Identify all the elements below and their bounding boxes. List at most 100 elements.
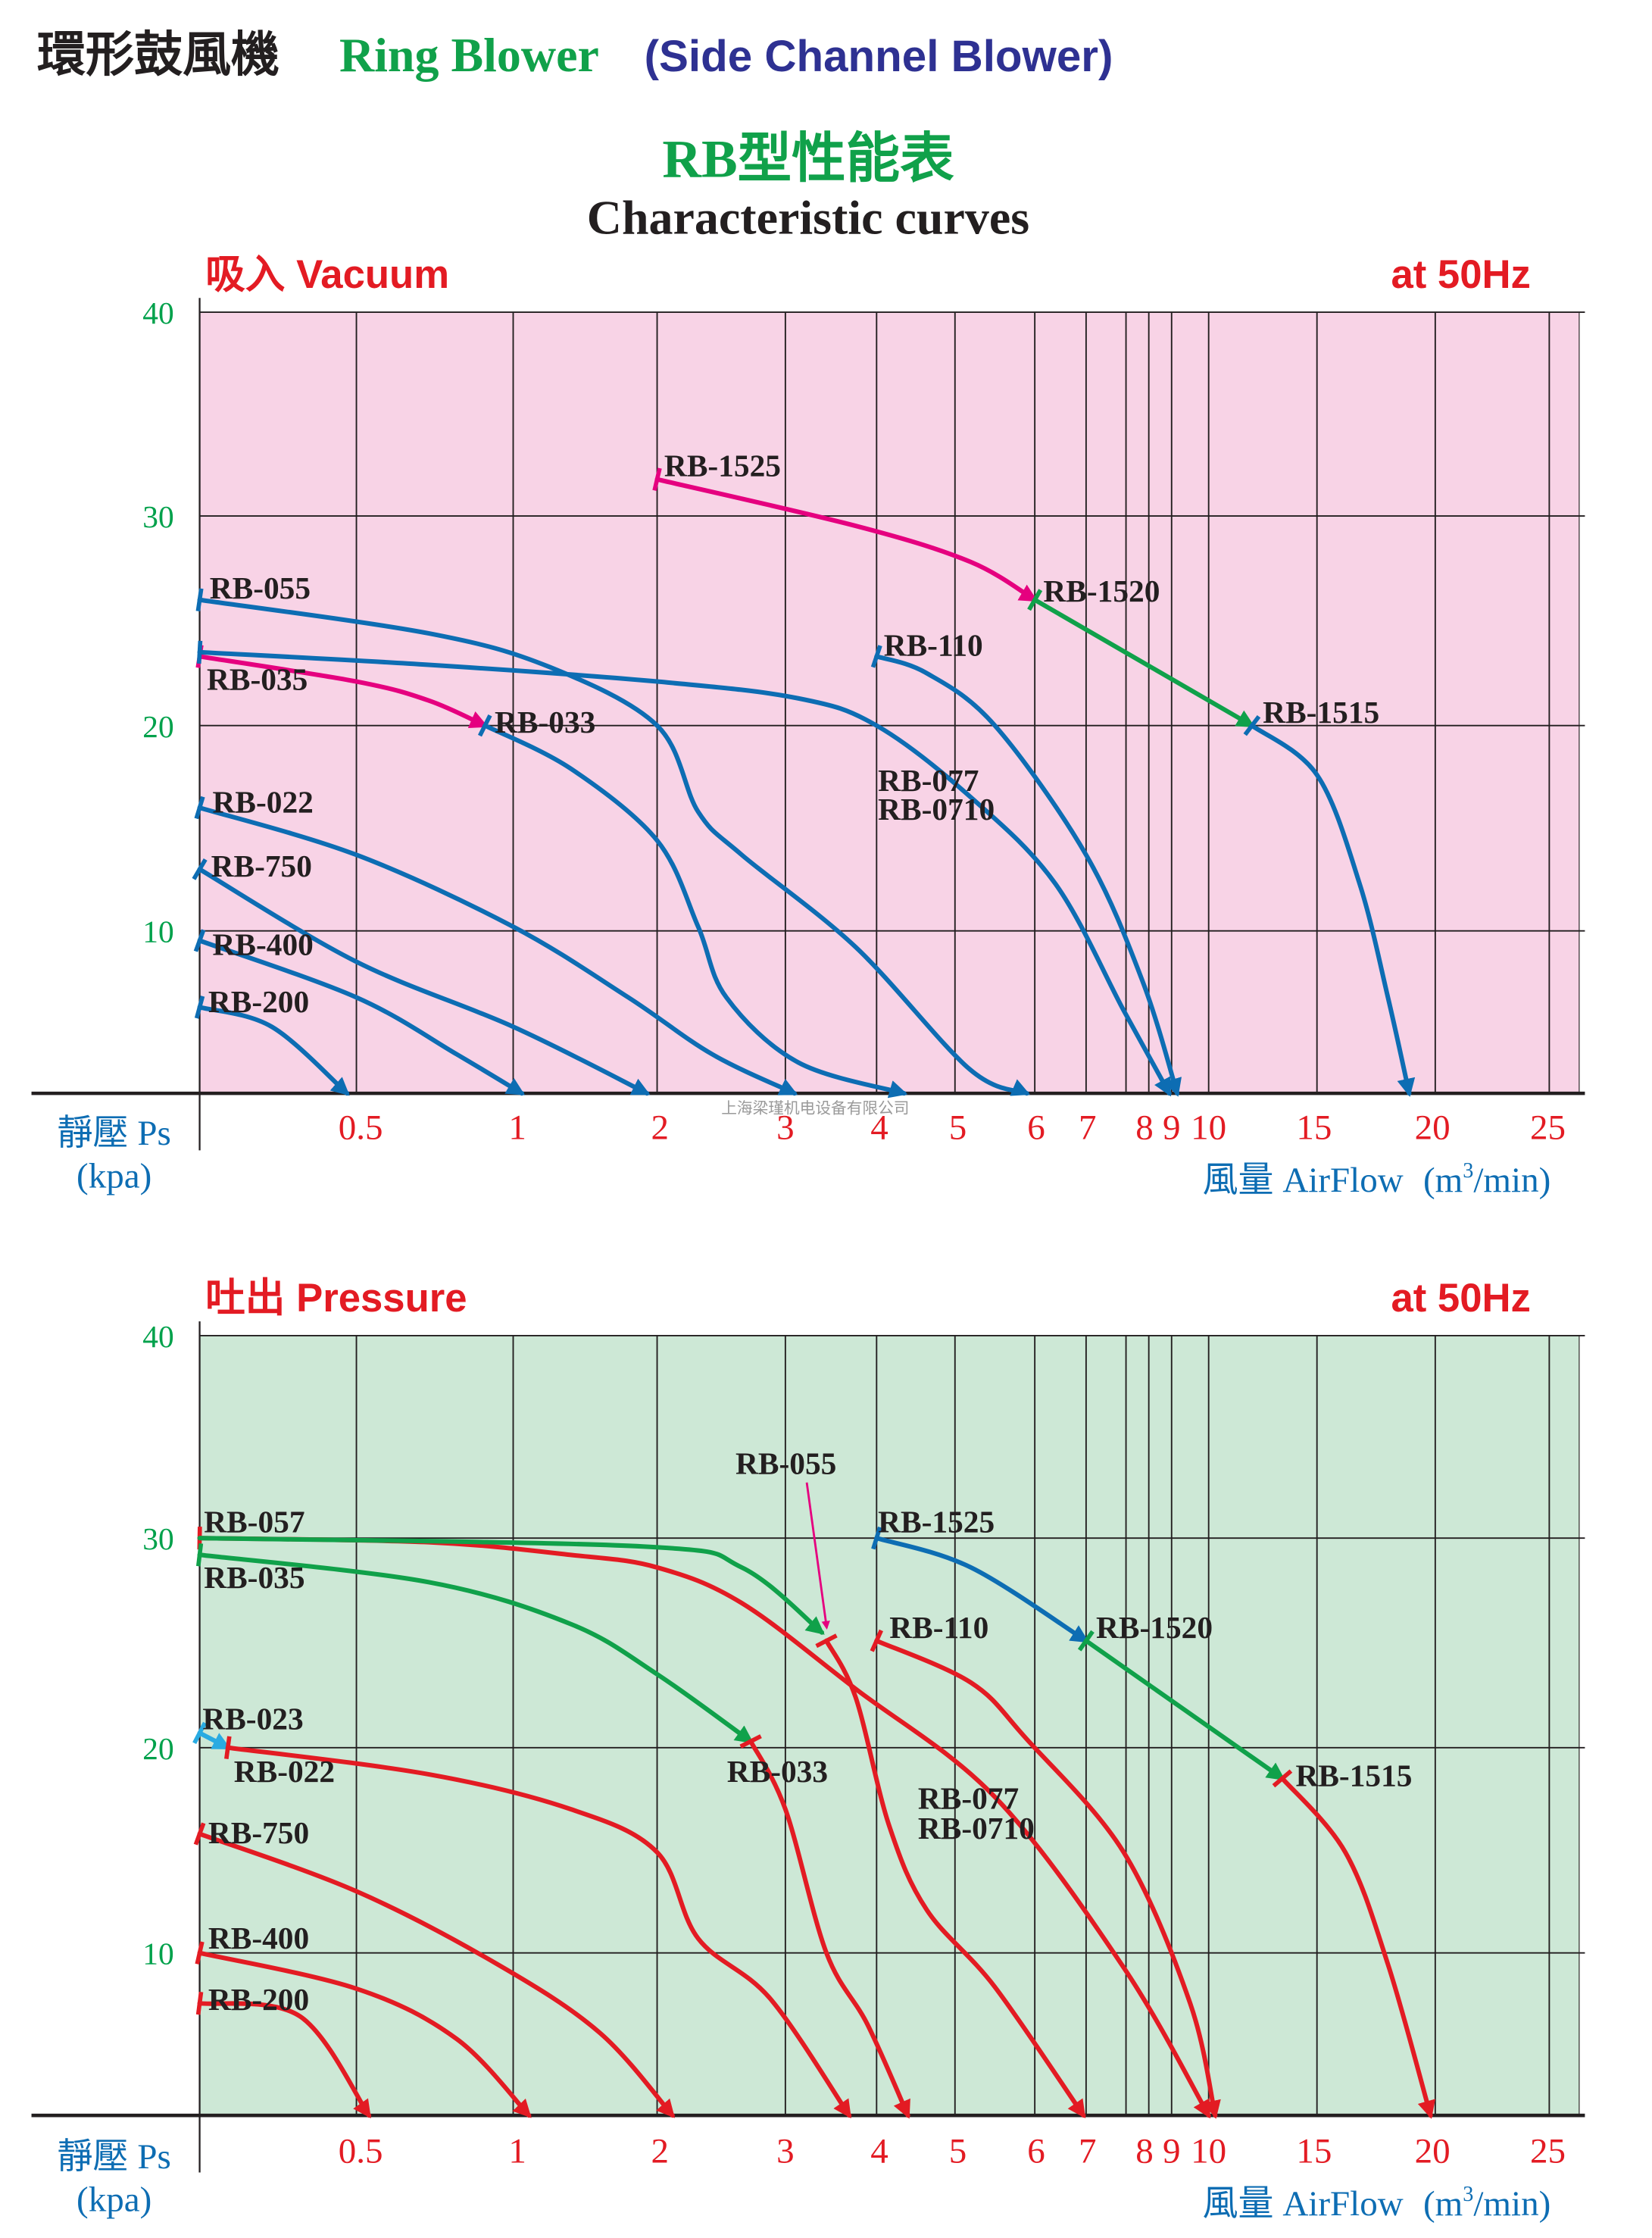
- curve-rb-033-start-tick: [477, 714, 492, 737]
- x-tick-label: 7: [1079, 1108, 1097, 1147]
- pressure-x-ticks: 0.5 1 2 3 4 5 6 7 8 9 10 15 20 25: [339, 2131, 1566, 2171]
- curve-rb-1515: [1279, 1776, 1435, 2119]
- x-tick-label: 2: [651, 1108, 670, 1147]
- curve-label: RB-0710: [918, 1811, 1035, 1846]
- title-cn: 環形鼓風機: [37, 28, 279, 82]
- curve-rb-110-start-tick: [870, 1629, 883, 1652]
- pressure-y-ticks: 10 20 30 40: [142, 1319, 173, 1971]
- vacuum-freq: at 50Hz: [1391, 252, 1530, 297]
- curve-label: RB-200: [208, 1982, 309, 2017]
- pressure-curves: [192, 1526, 1435, 2119]
- curve-rb-750-start-tick: [193, 1822, 206, 1846]
- curve-label: RB-200: [208, 984, 309, 1019]
- curve-rb-400-start-tick: [195, 1941, 205, 1965]
- pressure-grid: [31, 1321, 1585, 2173]
- curve-label: RB-077: [878, 763, 979, 798]
- curve-label: RB-022: [234, 1754, 335, 1789]
- y-tick-label: 20: [142, 709, 173, 744]
- y-tick-label: 20: [142, 1731, 173, 1766]
- curve-label: RB-055: [210, 570, 311, 605]
- curve-label: RB-750: [211, 849, 312, 883]
- vacuum-curves: [192, 467, 1416, 1099]
- vacuum-xlabel: 風量 AirFlow (m3/min): [1203, 1159, 1551, 1200]
- curve-rb-055: [197, 597, 1031, 1096]
- curve-rb-055-start-tick: [195, 588, 204, 612]
- x-tick-label: 10: [1191, 2131, 1226, 2171]
- curve-label: RB-057: [204, 1505, 304, 1539]
- pressure-plot-bg: [199, 1335, 1579, 2116]
- curve-rb-200: [197, 1005, 350, 1096]
- curve-rb-200-start-tick: [195, 1991, 204, 2015]
- x-tick-label: 9: [1163, 2131, 1181, 2171]
- curve-rb-035-start-tick: [195, 1543, 204, 1567]
- curve-label: RB-1525: [878, 1505, 995, 1539]
- subtitle-en: Characteristic curves: [587, 191, 1029, 245]
- curve-label: RB-400: [213, 927, 314, 962]
- pressure-chart: 吐出 Pressure at 50Hz 10 20 30 40 0.5 1 2 3 4 5 6 7 8…: [31, 1276, 1585, 2224]
- pressure-xlabel: 風量 AirFlow (m3/min): [1203, 2183, 1551, 2224]
- x-tick-label: 1: [508, 1108, 526, 1147]
- x-tick-label: 3: [776, 1108, 795, 1147]
- curve-rb-400-start-tick: [193, 929, 206, 952]
- watermark: 上海梁瑾机电设备有限公司: [721, 1099, 909, 1117]
- curve-rb-1520: [1032, 597, 1256, 728]
- curve-rb-750-start-tick: [192, 858, 208, 880]
- curve-label: RB-1520: [1096, 1610, 1213, 1645]
- curve-rb-1525-start-tick: [652, 467, 662, 491]
- pressure-curve-labels: RB-055 RB-057 RB-1525 RB-035 RB-110 RB-1…: [202, 1446, 1412, 2017]
- x-tick-label: 3: [776, 2131, 795, 2171]
- vacuum-title: 吸入 Vacuum: [205, 252, 449, 297]
- curve-rb-200-start-tick: [194, 996, 205, 1019]
- curve-rb-1520-start-tick: [1027, 589, 1043, 611]
- curve-rb-023-start-tick: [192, 1721, 208, 1745]
- y-tick-label: 30: [142, 1521, 173, 1556]
- x-tick-label: 5: [949, 2131, 967, 2171]
- rb-055-pointer: [805, 1482, 830, 1630]
- curve-label: RB-1520: [1043, 574, 1160, 608]
- pressure-freq: at 50Hz: [1391, 1276, 1530, 1321]
- x-tick-label: 20: [1415, 1108, 1451, 1147]
- x-tick-label: 2: [651, 2131, 670, 2171]
- curve-label: RB-033: [727, 1754, 828, 1789]
- x-tick-label: 10: [1191, 1108, 1226, 1147]
- curve-rb-1515: [1249, 723, 1416, 1097]
- y-tick-label: 10: [142, 914, 173, 949]
- curve-rb-110-start-tick: [870, 645, 882, 668]
- curve-rb-400: [197, 1950, 532, 2118]
- curve-label: RB-077: [918, 1781, 1019, 1816]
- x-tick-label: 1: [508, 2131, 526, 2171]
- x-tick-label: 4: [870, 1108, 888, 1147]
- curve-label: RB-110: [884, 628, 983, 663]
- curve-rb-033-start-tick: [739, 1734, 762, 1749]
- curve-rb-750: [197, 867, 651, 1096]
- curve-rb-055: [824, 1638, 1086, 2119]
- curve-rb-1525: [654, 477, 1038, 602]
- curve-rb-1525-start-tick: [871, 1526, 882, 1550]
- curve-rb-055-low-: [197, 1536, 825, 1635]
- x-tick-label: 15: [1296, 1108, 1332, 1147]
- x-tick-label: 9: [1163, 1108, 1181, 1147]
- curve-label: RB-055: [735, 1446, 836, 1481]
- curve-rb-033: [748, 1739, 910, 2119]
- y-tick-label: 40: [142, 1319, 173, 1354]
- curve-label: RB-400: [208, 1921, 309, 1955]
- curve-rb-033: [482, 723, 908, 1099]
- curve-label: RB-110: [889, 1610, 988, 1645]
- vacuum-ylabel: 靜壓 Ps: [58, 1114, 171, 1153]
- curve-rb-1520-start-tick: [1077, 1630, 1095, 1652]
- x-tick-label: 5: [949, 1108, 967, 1147]
- curve-rb-1525: [874, 1536, 1089, 1643]
- pressure-ylabel: 靜壓 Ps: [58, 2137, 171, 2177]
- curve-rb-055-start-tick: [815, 1633, 838, 1649]
- vacuum-y-ticks: 10 20 30 40: [142, 295, 173, 949]
- curve-label: RB-035: [204, 1560, 304, 1595]
- x-tick-label: 4: [870, 2131, 888, 2171]
- y-tick-label: 40: [142, 295, 173, 330]
- pressure-title: 吐出 Pressure: [205, 1276, 467, 1321]
- curve-label: RB-0710: [878, 792, 995, 827]
- pressure-yunit: (kpa): [77, 2180, 151, 2219]
- x-tick-label: 25: [1530, 2131, 1566, 2171]
- curve-rb-750: [197, 1831, 676, 2118]
- x-tick-label: 25: [1530, 1108, 1566, 1147]
